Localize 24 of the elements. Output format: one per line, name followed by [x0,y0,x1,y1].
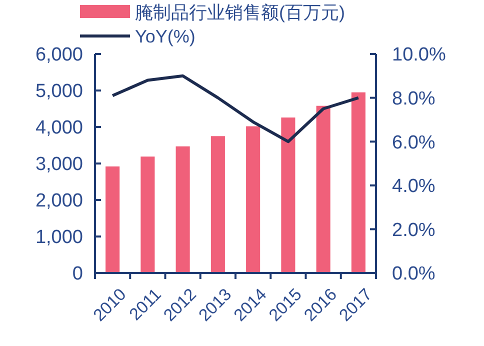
y-tick-label: 3,000 [35,154,83,176]
y-tick-label: 5,000 [35,81,83,102]
y2-tick-label: 10.0% [392,44,446,66]
y-tick-label: 0 [72,264,83,285]
bar [106,166,120,273]
y2-tick-label: 2.0% [392,220,436,241]
bar [210,136,225,273]
bar [140,156,155,273]
line-series [111,74,360,144]
y2-tick-label: 8.0% [392,88,436,110]
y2-tick-label: 0.0% [392,264,436,285]
y2-tick-label: 6.0% [392,132,436,154]
y-tick-label: 6,000 [35,44,83,66]
y2-tick-label: 4.0% [392,176,436,198]
legend-label: YoY(%) [135,26,196,46]
bar [281,118,296,273]
bar [351,92,366,273]
bar [176,146,190,273]
y-tick-label: 2,000 [35,190,83,212]
y-tick-label: 4,000 [35,118,83,139]
legend-label: 腌制品行业销售额(百万元) [135,2,345,22]
y-tick-label: 1,000 [35,227,83,248]
bar [246,126,260,273]
bar [316,106,330,273]
